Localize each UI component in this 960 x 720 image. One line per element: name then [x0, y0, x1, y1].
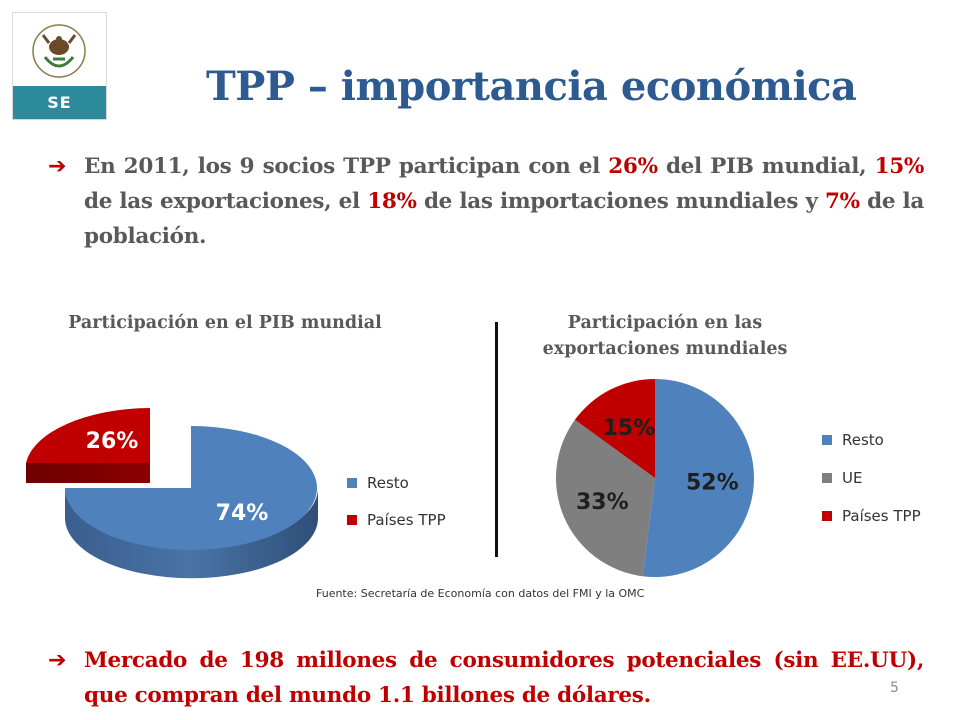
legend-swatch	[347, 478, 357, 488]
bullet-gdp-share: ➔ En 2011, los 9 socios TPP participan c…	[48, 149, 924, 254]
chart-divider	[495, 322, 498, 557]
exports-value: 15%	[874, 154, 925, 179]
source-note: Fuente: Secretaría de Economía con datos…	[316, 587, 645, 600]
arrow-right-icon: ➔	[48, 648, 67, 673]
legend-item-tpp: Países TPP	[347, 511, 446, 529]
pie-slice-tpp-side	[26, 463, 150, 483]
data-label-tpp: 26%	[86, 429, 139, 454]
population-value: 7%	[825, 189, 860, 214]
pie-slice-pa-ses-tpp	[574, 379, 655, 478]
arrow-right-icon: ➔	[48, 154, 67, 179]
pib-value: 26%	[608, 154, 658, 179]
data-label: 52%	[686, 471, 739, 496]
page-number: 5	[890, 680, 899, 696]
pie-slice-resto	[65, 426, 317, 550]
legend-swatch	[822, 473, 832, 483]
se-logo: SE	[12, 12, 107, 120]
chart-title-pib: Participación en el PIB mundial	[68, 313, 382, 333]
chart-title-exports: Participación en las exportaciones mundi…	[542, 313, 788, 359]
legend-swatch	[822, 435, 832, 445]
bullet-text: Mercado de 198 millones de consumidores …	[84, 648, 924, 708]
pie-slice-tpp	[26, 408, 150, 463]
mexican-seal-icon	[32, 24, 86, 78]
legend-swatch	[347, 515, 357, 525]
bullet-text: En 2011, los 9 socios TPP participan con…	[84, 154, 925, 249]
pie-chart-exports: 52% 33% 15%	[556, 379, 754, 577]
legend-item-resto: Resto	[822, 431, 884, 449]
pie-slice-ue	[556, 419, 655, 577]
pie-slice-resto	[642, 379, 754, 577]
legend-item-ue: UE	[822, 469, 862, 487]
legend-item-resto: Resto	[347, 474, 409, 492]
bullet-market: ➔ Mercado de 198 millones de consumidore…	[48, 643, 924, 713]
page-title: TPP – importancia económica	[206, 63, 857, 110]
data-label: 33%	[576, 490, 629, 515]
imports-value: 18%	[367, 189, 417, 214]
legend-item-tpp: Países TPP	[822, 507, 921, 525]
data-label-resto: 74%	[216, 501, 269, 526]
legend-swatch	[822, 511, 832, 521]
logo-label: SE	[13, 86, 106, 119]
data-label: 15%	[603, 416, 656, 441]
pie-slice-resto-side	[65, 488, 318, 579]
pie-chart-pib: 74% 26%	[26, 408, 318, 579]
